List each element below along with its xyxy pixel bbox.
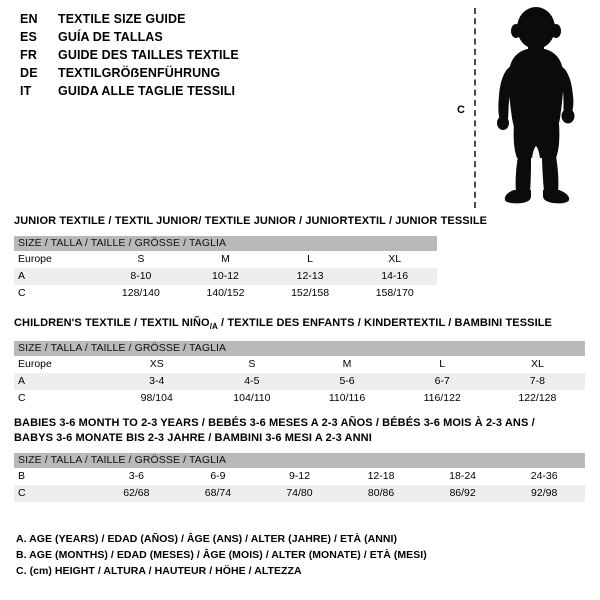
column-header-label: SIZE / TALLA / TAILLE / GRÖSSE / TAGLIA [14, 236, 437, 251]
cell-value: 110/116 [299, 390, 395, 408]
table-row: C 98/104 104/110 110/116 116/122 122/128 [14, 390, 585, 408]
language-title: TEXTILGRÖẞENFÜHRUNG [58, 66, 221, 80]
cell-value: 12-18 [340, 468, 422, 485]
cell-value: 140/152 [183, 285, 268, 302]
cell-value: 152/158 [267, 285, 353, 302]
cell-value: 3-4 [109, 373, 205, 391]
cell-value: M [183, 251, 268, 268]
language-row-de: DE TEXTILGRÖẞENFÜHRUNG [20, 66, 420, 84]
cell-value: 6-9 [177, 468, 259, 485]
language-title: GUIDE DES TAILLES TEXTILE [58, 48, 239, 62]
cell-value: L [267, 251, 353, 268]
babies-size-table: SIZE / TALLA / TAILLE / GRÖSSE / TAGLIA … [14, 453, 585, 502]
cell-value: 18-24 [421, 468, 504, 485]
language-title: TEXTILE SIZE GUIDE [58, 12, 186, 26]
cell-value: 9-12 [258, 468, 341, 485]
column-header-label: SIZE / TALLA / TAILLE / GRÖSSE / TAGLIA [14, 341, 585, 357]
table-row: Europe XS S M L XL [14, 356, 585, 374]
language-code: ES [20, 30, 38, 44]
table-row: C 128/140 140/152 152/158 158/170 [14, 285, 437, 302]
cell-value: 86/92 [421, 485, 504, 502]
language-row-it: IT GUIDA ALLE TAGLIE TESSILI [20, 84, 420, 102]
cell-value: 3-6 [95, 468, 178, 485]
junior-size-table: SIZE / TALLA / TAILLE / GRÖSSE / TAGLIA … [14, 236, 437, 302]
cell-value: 12-13 [267, 268, 353, 285]
cell-value: XL [489, 356, 585, 374]
measure-label-c: C [457, 104, 465, 116]
language-code: DE [20, 66, 38, 80]
table-row: A 3-4 4-5 5-6 6-7 7-8 [14, 373, 585, 391]
cell-value: 24-36 [503, 468, 585, 485]
row-label: B [14, 468, 96, 485]
cell-value: 80/86 [340, 485, 422, 502]
cell-value: 7-8 [489, 373, 585, 391]
language-code: IT [20, 84, 32, 98]
language-row-es: ES GUÍA DE TALLAS [20, 30, 420, 48]
column-header-label: SIZE / TALLA / TAILLE / GRÖSSE / TAGLIA [14, 453, 585, 468]
table-header-row: SIZE / TALLA / TAILLE / GRÖSSE / TAGLIA [14, 453, 585, 468]
legend-line-c: C. (cm) HEIGHT / ALTURA / HAUTEUR / HÖHE… [16, 565, 302, 577]
section-junior-textile: JUNIOR TEXTILE / TEXTIL JUNIOR/ TEXTILE … [14, 214, 487, 302]
section-title-children: CHILDREN'S TEXTILE / TEXTIL NIÑO/A / TEX… [14, 316, 585, 334]
language-code: FR [20, 48, 38, 62]
section-title-babies-line1: BABIES 3-6 MONTH TO 2-3 YEARS / BEBÉS 3-… [14, 417, 535, 429]
table-row: B 3-6 6-9 9-12 12-18 18-24 24-36 [14, 468, 585, 485]
table-row: C 62/68 68/74 74/80 80/86 86/92 92/98 [14, 485, 585, 502]
cell-value: 116/122 [394, 390, 490, 408]
section-title-junior: JUNIOR TEXTILE / TEXTIL JUNIOR/ TEXTILE … [14, 215, 488, 227]
toddler-silhouette-icon [497, 7, 575, 204]
cell-value: 74/80 [258, 485, 341, 502]
cell-value: M [299, 356, 395, 374]
cell-value: 98/104 [109, 390, 205, 408]
row-label: Europe [14, 251, 99, 268]
cell-value: 122/128 [489, 390, 585, 408]
cell-value: 10-12 [183, 268, 268, 285]
section-babies-textile: BABIES 3-6 MONTH TO 2-3 YEARS / BEBÉS 3-… [14, 416, 585, 502]
table-header-row: SIZE / TALLA / TAILLE / GRÖSSE / TAGLIA [14, 236, 437, 251]
row-label: C [14, 390, 110, 408]
table-row: A 8-10 10-12 12-13 14-16 [14, 268, 437, 285]
row-label: C [14, 285, 99, 302]
height-measure-figure: C [440, 4, 600, 209]
row-label: A [14, 268, 99, 285]
cell-value: XS [109, 356, 205, 374]
section-title-babies-line2: BABYS 3-6 MONATE BIS 2-3 JAHRE / BAMBINI… [14, 432, 372, 444]
cell-value: 14-16 [352, 268, 437, 285]
row-label: Europe [14, 356, 110, 374]
cell-value: 62/68 [95, 485, 178, 502]
dashed-height-line [474, 8, 476, 208]
row-label: A [14, 373, 110, 391]
section-title-children-post: / TEXTILE DES ENFANTS / KINDERTEXTIL / B… [217, 317, 552, 329]
legend-line-b: B. AGE (MONTHS) / EDAD (MESES) / ÂGE (MO… [16, 549, 427, 561]
cell-value: L [394, 356, 490, 374]
cell-value: 6-7 [394, 373, 490, 391]
section-childrens-textile: CHILDREN'S TEXTILE / TEXTIL NIÑO/A / TEX… [14, 316, 585, 408]
cell-value: 68/74 [177, 485, 259, 502]
cell-value: 104/110 [204, 390, 300, 408]
cell-value: 158/170 [352, 285, 437, 302]
cell-value: XL [352, 251, 437, 268]
table-row: Europe S M L XL [14, 251, 437, 268]
cell-value: 5-6 [299, 373, 395, 391]
language-row-en: EN TEXTILE SIZE GUIDE [20, 12, 420, 30]
cell-value: 128/140 [98, 285, 184, 302]
table-header-row: SIZE / TALLA / TAILLE / GRÖSSE / TAGLIA [14, 341, 585, 357]
cell-value: S [204, 356, 300, 374]
language-title: GUÍA DE TALLAS [58, 30, 163, 44]
section-title-children-pre: CHILDREN'S TEXTILE / TEXTIL NIÑO [14, 317, 210, 329]
cell-value: 8-10 [98, 268, 184, 285]
language-code: EN [20, 12, 38, 26]
legend-block: A. AGE (YEARS) / EDAD (AÑOS) / ÂGE (ANS)… [16, 531, 427, 579]
language-title-block: EN TEXTILE SIZE GUIDE ES GUÍA DE TALLAS … [20, 12, 420, 102]
legend-line-a: A. AGE (YEARS) / EDAD (AÑOS) / ÂGE (ANS)… [16, 533, 398, 545]
cell-value: S [98, 251, 184, 268]
section-title-babies: BABIES 3-6 MONTH TO 2-3 YEARS / BEBÉS 3-… [14, 416, 585, 446]
cell-value: 92/98 [503, 485, 585, 502]
language-title: GUIDA ALLE TAGLIE TESSILI [58, 84, 236, 98]
row-label: C [14, 485, 96, 502]
language-row-fr: FR GUIDE DES TAILLES TEXTILE [20, 48, 420, 66]
cell-value: 4-5 [204, 373, 300, 391]
section-title-children-sub: /A [209, 322, 218, 332]
children-size-table: SIZE / TALLA / TAILLE / GRÖSSE / TAGLIA … [14, 341, 585, 408]
